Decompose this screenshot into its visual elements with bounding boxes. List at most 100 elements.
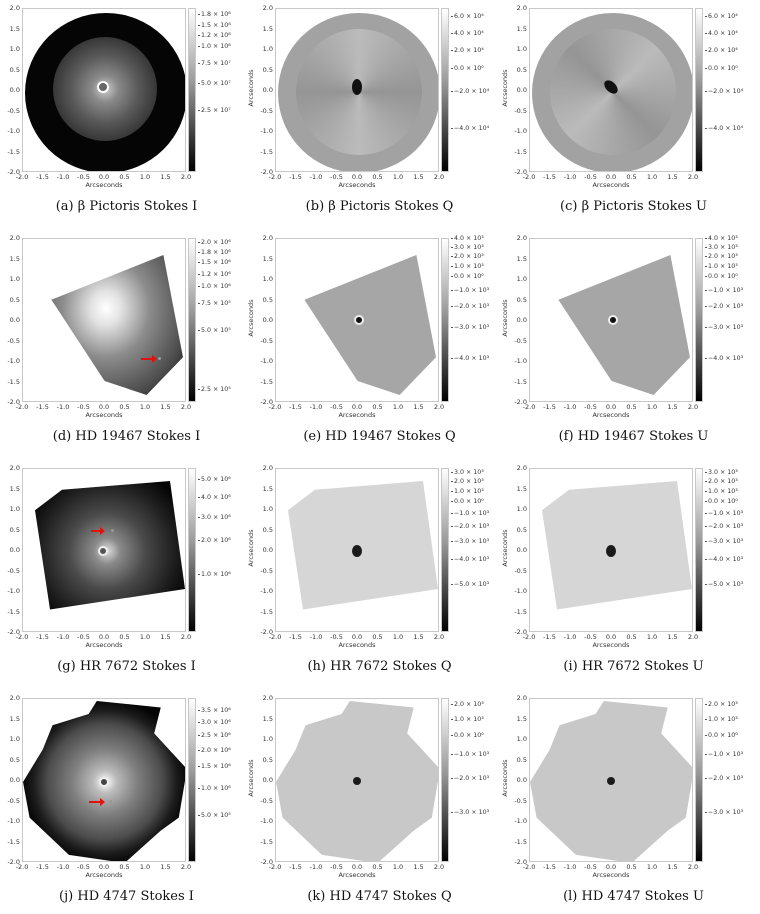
field-of-view: [51, 255, 183, 395]
subfigure-caption: (k) HD 4747 Stokes Q: [307, 889, 452, 904]
x-tick-label: -0.5: [584, 403, 597, 411]
y-tick-label: 1.0: [262, 275, 273, 283]
y-axis-label: Arcseconds: [501, 529, 509, 567]
x-axis-ticks: -2.0 -1.5 -1.0 -0.5 0.0 0.5 1.0 1.5 2.0: [523, 173, 699, 182]
x-axis-label: Arcseconds: [338, 411, 376, 419]
y-tick-label: 0.5: [516, 525, 527, 534]
x-tick-label: 2.0: [687, 403, 699, 411]
x-tick-label: -1.0: [309, 403, 323, 411]
x-axis-ticks: -2.0 -1.5 -1.0 -0.5 0.0 0.5 1.0 1.5 2.0: [269, 173, 445, 182]
y-tick-label: -0.5: [514, 566, 527, 575]
y-axis-ticks: 2.0 1.5 1.0 0.5 0.0 -0.5 -1.0 -1.5 -2.0: [509, 4, 529, 176]
y-tick-label: 0.5: [262, 755, 273, 764]
y-axis-ticks: 2.0 1.5 1.0 0.5 0.0 -0.5 -1.0 -1.5 -2.0: [2, 234, 22, 406]
companion-arrow-icon: [91, 527, 105, 535]
colorbar-tick-label: 1.2 × 10⁸: [198, 32, 231, 39]
x-tick-label: 1.0: [392, 173, 404, 181]
colorbar-tick-label: 2.0 × 10³: [451, 478, 484, 485]
y-axis-label: Arcseconds: [0, 69, 2, 107]
x-tick-label: 2.0: [433, 403, 445, 411]
y-tick-label: 0.5: [262, 295, 273, 304]
x-tick-label: -1.5: [36, 173, 49, 181]
y-tick-label: -1.0: [260, 127, 273, 135]
x-tick-label: 2.0: [433, 863, 445, 871]
colorbar-tick-label: 1.0 × 10³: [451, 716, 484, 723]
y-axis-ticks: 2.0 1.5 1.0 0.5 0.0 -0.5 -1.0 -1.5 -2.0: [509, 464, 529, 636]
x-tick-label: 0.5: [119, 403, 130, 411]
central-residual: [352, 545, 362, 557]
colorbar-tick-label: −1.0 × 10³: [451, 510, 489, 517]
x-tick-label: -1.0: [563, 403, 577, 411]
x-axis-label: Arcseconds: [592, 181, 630, 189]
y-tick-label: -1.5: [7, 837, 20, 846]
colorbar-ticks: 1.8 × 10⁸ 1.5 × 10⁸ 1.2 × 10⁸ 1.0 × 10⁸ 7.5 …: [198, 4, 258, 176]
y-tick-label: 0.0: [9, 546, 20, 554]
x-tick-label: 0.5: [626, 173, 637, 181]
colorbar-tick-label: 2.0 × 10³: [705, 701, 738, 708]
x-tick-label: 0.5: [119, 633, 130, 641]
panel-b: 2.0 1.5 1.0 0.5 0.0 -0.5 -1.0 -1.5 -2.0 Arcsecond…: [247, 4, 506, 234]
colorbar-tick-label: 1.0 × 10³: [705, 263, 738, 270]
colorbar-tick-label: 0.0 × 10⁰: [705, 65, 738, 72]
colorbar-tick-label: 1.0 × 10³: [451, 263, 484, 270]
y-tick-label: -0.5: [7, 106, 20, 115]
x-tick-label: 2.0: [687, 173, 699, 181]
x-tick-label: 0.0: [98, 403, 110, 411]
x-tick-label: -1.5: [36, 633, 49, 641]
panel-d: 2.0 1.5 1.0 0.5 0.0 -0.5 -1.0 -1.5 -2.0 Arcsecond…: [0, 234, 253, 464]
colorbar-tick-label: 2.0 × 10³: [451, 253, 484, 260]
x-tick-label: -1.0: [563, 173, 577, 181]
y-tick-label: -1.0: [7, 127, 20, 135]
subfigure-caption: (a) β Pictoris Stokes I: [55, 199, 198, 214]
companion-arrow-icon: [89, 798, 105, 806]
colorbar-tick-label: 1.0 × 10³: [705, 488, 738, 495]
y-tick-label: 0.5: [9, 295, 20, 304]
colorbar: [695, 468, 703, 632]
colorbar-tick-label: 1.0 × 10⁶: [198, 283, 231, 290]
x-tick-label: -1.5: [36, 863, 49, 871]
colorbar-tick-label: −2.0 × 10⁴: [451, 88, 489, 95]
x-tick-label: -1.0: [309, 633, 323, 641]
x-tick-label: -2.0: [268, 403, 282, 411]
colorbar-tick-label: −4.0 × 10³: [451, 556, 489, 563]
colorbar: [695, 238, 703, 402]
y-tick-label: 1.5: [516, 484, 527, 493]
field-of-view: [542, 481, 692, 610]
y-tick-label: -2.0: [260, 858, 273, 866]
colorbar-ticks: 6.0 × 10⁴ 4.0 × 10⁴ 2.0 × 10⁴ 0.0 × 10⁰ −2.0…: [451, 4, 511, 176]
colorbar-tick-label: 0.0 × 10⁰: [451, 732, 484, 739]
x-tick-label: -1.0: [309, 863, 323, 871]
x-axis-ticks: -2.0 -1.5 -1.0 -0.5 0.0 0.5 1.0 1.5 2.0: [16, 633, 192, 642]
colorbar-tick-label: 1.0 × 10⁶: [198, 571, 231, 578]
y-tick-label: 0.0: [9, 86, 20, 94]
y-tick-label: 1.0: [9, 45, 20, 53]
image-plot-q: [275, 238, 439, 402]
y-tick-label: 0.5: [516, 755, 527, 764]
x-tick-label: 1.0: [646, 403, 658, 411]
y-axis-ticks: 2.0 1.5 1.0 0.5 0.0 -0.5 -1.0 -1.5 -2.0: [2, 694, 22, 866]
colorbar: [188, 698, 196, 862]
colorbar-ticks: 4.0 × 10³ 3.0 × 10³ 2.0 × 10³ 1.0 × 10³ 0.0 …: [451, 234, 511, 406]
x-tick-label: -0.5: [584, 173, 597, 181]
image-plot-u: [529, 8, 693, 172]
x-tick-label: 1.0: [646, 173, 658, 181]
y-tick-label: 1.0: [9, 735, 20, 743]
image-plot-q: [275, 8, 439, 172]
colorbar-tick-label: 5.0 × 10⁶: [198, 476, 231, 483]
colorbar-tick-label: 1.0 × 10⁶: [198, 785, 231, 792]
y-tick-label: -2.0: [7, 168, 20, 176]
companion-arrow-icon: [141, 355, 157, 363]
colorbar-tick-label: 5.0 × 10⁵: [198, 327, 231, 334]
colorbar-tick-label: −5.0 × 10³: [451, 581, 489, 588]
x-tick-label: -2.0: [268, 173, 282, 181]
panel-a: 2.0 1.5 1.0 0.5 0.0 -0.5 -1.0 -1.5 -2.0 Arcsecond…: [0, 4, 253, 234]
image-plot-q: [275, 468, 439, 632]
colorbar-tick-label: 4.0 × 10³: [451, 235, 484, 242]
y-tick-label: -1.0: [514, 127, 527, 135]
y-tick-label: -2.0: [260, 398, 273, 406]
colorbar-tick-label: −3.0 × 10³: [451, 324, 489, 331]
colorbar-tick-label: 4.0 × 10⁴: [705, 30, 738, 37]
x-tick-label: 1.0: [139, 173, 151, 181]
colorbar-tick-label: 2.0 × 10⁶: [198, 747, 231, 754]
y-tick-label: -2.0: [7, 398, 20, 406]
